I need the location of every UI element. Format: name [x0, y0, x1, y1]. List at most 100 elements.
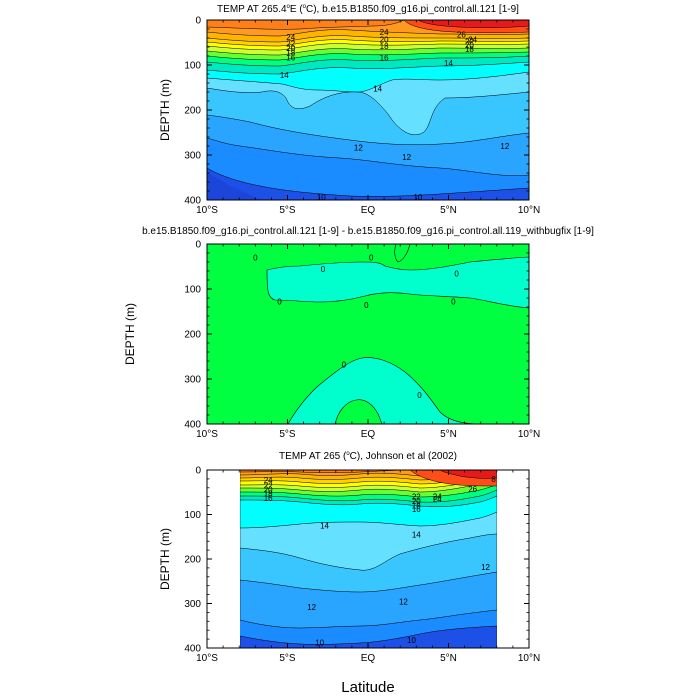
x-tick-label: 10°S [196, 653, 218, 664]
contour-label: 24 [380, 28, 389, 37]
diff-region-lower [287, 357, 481, 424]
y-tick-label: 100 [184, 285, 201, 296]
panel-1-ylabel: DEPTH (m) [158, 79, 172, 141]
y-tick-label: 400 [184, 196, 201, 207]
contour-label: 12 [399, 597, 408, 606]
diff-region-upper-gap [394, 244, 411, 263]
contour-label: 26 [468, 485, 477, 494]
x-tick-label: 5°N [440, 653, 457, 664]
contour-label: 12 [500, 142, 509, 151]
x-tick-label: 5°S [279, 429, 296, 440]
panel-2: b.e15.B1850.f09_g16.pi_control.all.121 [… [123, 226, 594, 440]
y-tick-label: 0 [195, 16, 201, 27]
x-tick-label: EQ [361, 205, 376, 216]
contour-label: 20 [465, 41, 474, 50]
y-tick-label: 400 [184, 644, 201, 655]
contour-label: 12 [481, 563, 490, 572]
contour-label: 18 [380, 42, 389, 51]
panel-3-title: TEMP AT 265 (oC), Johnson et al (2002) [279, 451, 457, 462]
x-tick-label: EQ [361, 429, 376, 440]
x-tick-label: 10°N [518, 429, 540, 440]
contour-label: 10 [407, 636, 416, 645]
contour-label: 0 [454, 269, 459, 278]
contour-label: 24 [468, 35, 477, 44]
contour-label: 14 [444, 59, 453, 68]
y-tick-label: 300 [184, 599, 201, 610]
panel-2-title: b.e15.B1850.f09_g16.pi_control.all.121 [… [142, 226, 594, 237]
obs-level-26 [439, 470, 497, 479]
panel-1-axes: 10°S 5°S EQ 5°N 10°N 0 100 200 300 400 [184, 16, 540, 217]
contour-label: 14 [412, 531, 421, 540]
contour-label: 10 [315, 639, 324, 648]
y-tick-label: 200 [184, 330, 201, 341]
contour-label: 16 [412, 505, 421, 514]
y-tick-label: 400 [184, 420, 201, 431]
contour-label: 18 [465, 45, 474, 54]
contour-label: 0 [253, 254, 258, 263]
panel-3-field [240, 470, 497, 648]
contour-label: 14 [280, 71, 289, 80]
contour-label: 0 [321, 265, 326, 274]
band-level-24 [207, 20, 405, 30]
contour-label: 20 [286, 44, 295, 53]
x-tick-label: 10°S [196, 205, 218, 216]
y-tick-label: 0 [195, 240, 201, 251]
panel-2-contour-labels: 0 0 0 0 0 0 0 0 0 [253, 254, 459, 400]
contour-label: 18 [286, 48, 295, 57]
contour-label: 22 [286, 39, 295, 48]
contour-label: 26 [457, 30, 466, 39]
diff-region-upper [266, 256, 529, 309]
contour-label: 10 [317, 193, 326, 202]
contour-label: 12 [402, 153, 411, 162]
contour-label: 20 [264, 486, 273, 495]
contour-label: 20 [412, 497, 421, 506]
x-tick-label: 10°S [196, 429, 218, 440]
contour-label: 0 [342, 361, 347, 370]
panel-1-field [207, 20, 529, 200]
y-tick-label: 0 [195, 466, 201, 477]
contour-label: 0 [277, 298, 282, 307]
y-tick-label: 200 [184, 555, 201, 566]
contour-label: 22 [264, 482, 273, 491]
panel-1: TEMP AT 265.4oE (oC), b.e15.B1850.f09_g1… [158, 4, 540, 216]
x-tick-label: 5°N [440, 429, 457, 440]
y-tick-label: 300 [184, 151, 201, 162]
x-tick-label: 10°N [518, 653, 540, 664]
panel-1-title: TEMP AT 265.4oE (oC), b.e15.B1850.f09_g1… [217, 4, 519, 15]
contour-label: 24 [433, 493, 442, 502]
panel-1-contour-labels: 2422201816142420181614262422201814121212… [280, 28, 510, 202]
contour-label: 22 [412, 493, 421, 502]
contour-label: 0 [364, 301, 369, 310]
contour-label: 24 [433, 495, 442, 504]
panel-3: TEMP AT 265 (oC), Johnson et al (2002) 2… [158, 451, 540, 664]
contour-label: 16 [380, 53, 389, 62]
contour-label: 24 [264, 476, 273, 485]
x-tick-label: 5°S [279, 653, 296, 664]
contour-label: 14 [320, 522, 329, 531]
panel-2-ylabel: DEPTH (m) [123, 303, 137, 365]
y-tick-label: 100 [184, 510, 201, 521]
contour-label: 8 [491, 475, 496, 484]
x-tick-label: EQ [361, 653, 376, 664]
contour-label: 14 [373, 84, 382, 93]
contour-label: 22 [465, 38, 474, 47]
contour-label: 10 [413, 193, 422, 202]
panel-2-field [207, 244, 529, 424]
panel-3-axes: 10°S 5°S EQ 5°N 10°N 0 100 200 300 400 [184, 466, 540, 665]
y-tick-label: 200 [184, 106, 201, 117]
contour-label: 24 [286, 33, 295, 42]
band-level-26 [417, 20, 529, 28]
y-tick-label: 100 [184, 61, 201, 72]
x-tick-label: 10°N [518, 205, 540, 216]
figure-xlabel: Latitude [341, 679, 394, 696]
contour-label: 0 [417, 391, 422, 400]
contour-label: 16 [264, 494, 273, 503]
contour-label: 12 [354, 143, 363, 152]
y-tick-label: 300 [184, 375, 201, 386]
x-tick-label: 5°N [440, 205, 457, 216]
contour-label: 18 [264, 490, 273, 499]
diff-region-lower-inner [334, 399, 383, 424]
panel-3-ylabel: DEPTH (m) [158, 528, 172, 590]
